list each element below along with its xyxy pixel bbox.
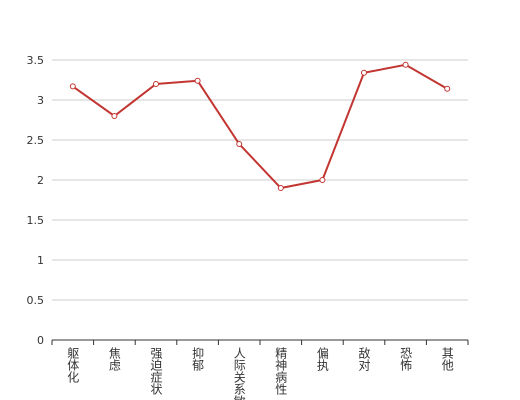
point bbox=[153, 81, 159, 87]
x-tick-label: 强迫症状 bbox=[149, 347, 163, 395]
y-tick-label: 2.5 bbox=[27, 134, 45, 147]
x-tick-label: 焦虑 bbox=[107, 347, 121, 371]
point bbox=[361, 69, 367, 76]
x-tick-label: 精神病性 bbox=[274, 347, 288, 396]
point bbox=[69, 83, 76, 90]
y-tick-label: 0.5 bbox=[27, 294, 45, 307]
y-tick-label: 3 bbox=[37, 94, 44, 107]
x-tick-label: 躯体化 bbox=[66, 346, 80, 384]
x-tick-label: 抑郁 bbox=[191, 346, 205, 372]
y-tick-label: 1.5 bbox=[27, 214, 45, 227]
point bbox=[319, 177, 326, 183]
point bbox=[194, 77, 201, 84]
y-tick-label: 0 bbox=[37, 334, 44, 347]
x-tick-label: 人际关系敏感 bbox=[232, 347, 246, 400]
point bbox=[236, 141, 243, 147]
point bbox=[444, 85, 451, 92]
line bbox=[72, 63, 448, 190]
x-tick-label: 其他 bbox=[440, 347, 454, 371]
x-tick-label: 敌对 bbox=[357, 346, 371, 371]
point bbox=[277, 185, 284, 191]
y-tick-label: 3.5 bbox=[27, 54, 45, 67]
x-tick-label: 恐怖 bbox=[399, 347, 413, 371]
y-tick-label: 1 bbox=[37, 254, 44, 267]
point bbox=[111, 113, 118, 119]
y-tick-label: 2 bbox=[37, 174, 44, 187]
x-tick-label: 偏执 bbox=[315, 346, 329, 372]
point bbox=[402, 61, 409, 68]
